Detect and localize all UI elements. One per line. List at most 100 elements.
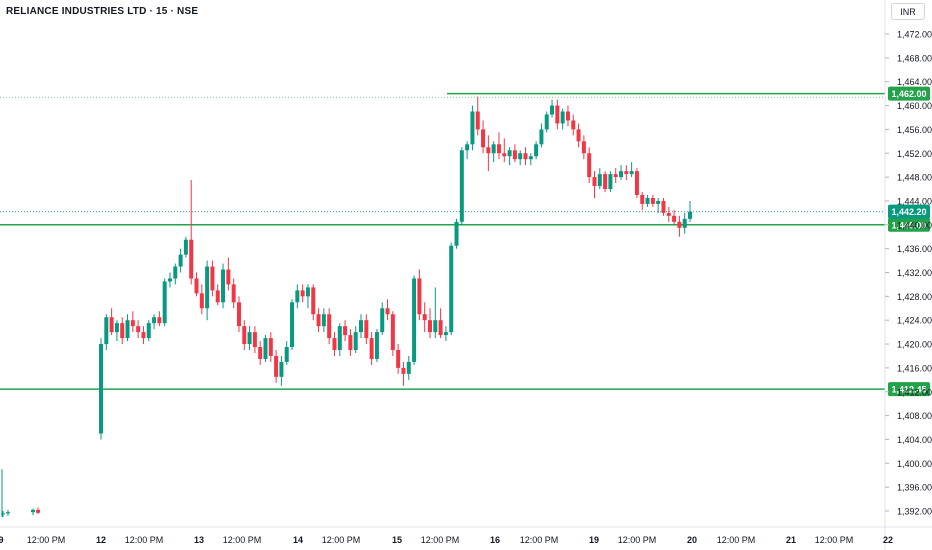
candle-body [183, 239, 188, 255]
x-tick-label: 12:00 PM [322, 535, 361, 545]
candle-body [300, 290, 305, 297]
candle-body [36, 509, 40, 513]
candle-body [31, 509, 35, 513]
y-tick-label: 1,472.00 [897, 30, 932, 40]
x-tick-label: 19 [589, 535, 599, 545]
candle-body [374, 332, 379, 359]
candle-body [337, 326, 342, 351]
candle-body [173, 266, 178, 279]
x-tick-label: 12:00 PM [125, 535, 164, 545]
candle-body [247, 332, 252, 345]
level-price-badge [888, 86, 930, 101]
y-tick-label: 1,440.00 [897, 220, 932, 230]
y-tick-label: 1,424.00 [897, 316, 932, 326]
candle-body [550, 105, 555, 115]
last-price-badge [888, 204, 930, 219]
x-tick-label: 12 [96, 535, 106, 545]
candle-body [178, 254, 183, 267]
candle-body [624, 171, 629, 175]
candle-body [189, 239, 194, 279]
candle-body [518, 153, 523, 160]
candle-body [221, 269, 226, 303]
y-tick-label: 1,412.00 [897, 387, 932, 397]
candle-body [6, 512, 10, 514]
candle-body [412, 278, 417, 362]
candle-body [231, 284, 236, 303]
horizontal-lines: 1,462.00 1,440.00 1,412.45 1,442.20 [0, 86, 930, 397]
candle-body [141, 332, 146, 339]
candle-body [661, 200, 666, 213]
candle-body [146, 323, 151, 339]
candle-body [523, 153, 528, 160]
candle-body [290, 302, 295, 348]
candle-body [528, 156, 533, 160]
candle-body [364, 320, 369, 339]
candle-body [560, 111, 565, 124]
candle-body [417, 278, 422, 315]
candle-body [666, 212, 671, 216]
y-tick-label: 1,404.00 [897, 435, 932, 445]
candle-body [422, 314, 427, 321]
candle-body [136, 326, 141, 333]
candle-body [199, 293, 204, 309]
candle-body [459, 150, 464, 222]
candle-body [491, 144, 496, 154]
x-tick-label: 16 [490, 535, 500, 545]
candle-body [565, 111, 570, 121]
candle-body [688, 211, 692, 219]
candle-body [486, 147, 491, 154]
x-tick-label: 13 [194, 535, 204, 545]
candle-body [443, 332, 448, 336]
candle-body [396, 350, 401, 368]
candle-body [359, 320, 364, 333]
currency-button[interactable]: INR [891, 3, 925, 20]
candle-body [656, 200, 661, 204]
y-tick-label: 1,448.00 [897, 173, 932, 183]
candle-body [587, 153, 592, 178]
x-tick-label: 12:00 PM [520, 535, 559, 545]
candle-body [353, 332, 358, 351]
candle-body [427, 320, 432, 333]
x-tick-label: 12:00 PM [815, 535, 854, 545]
y-tick-label: 1,432.00 [897, 268, 932, 278]
y-tick-label: 1,428.00 [897, 292, 932, 302]
candle-body [613, 174, 618, 178]
candle-body [305, 287, 310, 297]
candle-body [512, 150, 517, 160]
candle-body [125, 320, 130, 339]
candle-body [581, 141, 586, 154]
candle-body [332, 338, 337, 351]
candle-body [449, 245, 454, 333]
candle-body [539, 129, 544, 145]
y-tick-label: 1,420.00 [897, 340, 932, 350]
candle-body [226, 269, 231, 285]
candle-body [385, 308, 390, 315]
candle-body [274, 355, 279, 377]
candle-body [162, 281, 167, 324]
candle-body [167, 278, 172, 282]
candle-body [215, 290, 220, 303]
candle-body [1, 513, 5, 515]
candle-body [311, 287, 316, 315]
x-tick-label: 12:00 PM [618, 535, 657, 545]
candle-body [475, 111, 480, 130]
candle-body [496, 144, 501, 154]
candle-body [380, 308, 385, 333]
candle-body [544, 114, 549, 130]
candle-body [406, 361, 411, 374]
candle-body [242, 326, 247, 345]
y-tick-label: 1,460.00 [897, 101, 932, 111]
candle-body [571, 120, 576, 130]
y-tick-label: 1,408.00 [897, 411, 932, 421]
candle-body [672, 215, 677, 222]
candle-body [236, 302, 241, 327]
x-tick-label: 12:00 PM [421, 535, 460, 545]
level-price-label: 1,412.45 [891, 385, 926, 395]
candle-body [555, 105, 560, 124]
candle-body [438, 320, 443, 336]
candle-body [390, 314, 395, 351]
y-tick-label: 1,468.00 [897, 53, 932, 63]
candle-body [279, 361, 284, 377]
